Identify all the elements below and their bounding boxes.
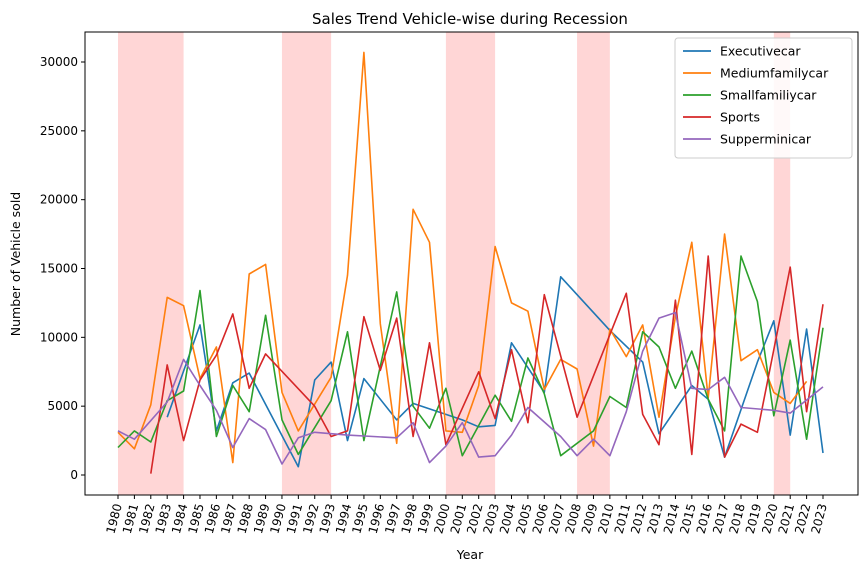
- legend-label: Smallfamiliycar: [720, 88, 817, 103]
- y-tick-label: 0: [70, 468, 78, 482]
- legend-label: Supperminicar: [720, 132, 812, 147]
- legend-label: Executivecar: [720, 44, 801, 59]
- legend: Executivecar Mediumfamilycar Smallfamiliyc…: [674, 37, 853, 159]
- y-tick-label: 5000: [47, 399, 78, 413]
- series-line-sports: [150, 255, 824, 474]
- plot-frame: [84, 31, 859, 496]
- series-line-mediumfamilycar: [117, 51, 808, 464]
- y-tick-label: 10000: [40, 330, 78, 344]
- x-axis: 1980198119821983198419851986198719881989…: [103, 495, 830, 535]
- x-axis-title: Year: [456, 547, 484, 562]
- recession-band: [118, 32, 184, 495]
- legend-label: Sports: [720, 110, 760, 125]
- y-tick-label: 30000: [40, 55, 78, 69]
- series-line-supperminicar: [117, 311, 824, 465]
- y-axis-title: Number of Vehicle sold: [8, 192, 23, 336]
- series-lines: [117, 51, 824, 474]
- series-line-executivecar: [166, 276, 824, 468]
- y-tick-label: 15000: [40, 262, 78, 276]
- y-tick-label: 25000: [40, 124, 78, 138]
- y-tick-label: 20000: [40, 193, 78, 207]
- chart-title: Sales Trend Vehicle-wise during Recessio…: [312, 10, 628, 28]
- y-axis: 0 5000 10000 15000 20000 25000 30000: [40, 55, 85, 482]
- recession-band: [577, 32, 610, 495]
- legend-box: [674, 37, 853, 159]
- series-line-smallfamiliycar: [117, 255, 824, 457]
- legend-label: Mediumfamilycar: [720, 66, 829, 81]
